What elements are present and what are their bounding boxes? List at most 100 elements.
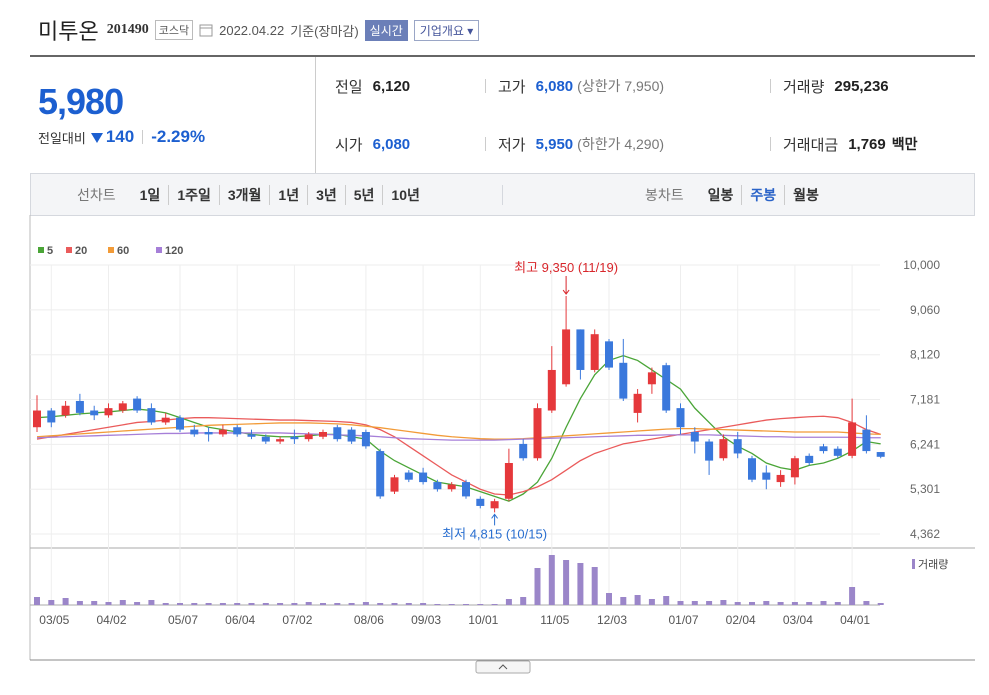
period-tab[interactable]: 10년 <box>382 184 427 205</box>
header: 미투온 201490 코스닥 2022.04.22 기준(장마감) 실시간 기업… <box>38 14 480 46</box>
down-arrow <box>90 132 103 143</box>
overview-button[interactable]: 기업개요 ▾ <box>413 19 480 41</box>
volume-bar <box>863 601 870 605</box>
candle-body <box>862 429 871 452</box>
volume-bar <box>606 593 612 605</box>
candle-body <box>404 472 413 480</box>
price-box: 5,980 전일대비 140 -2.29% <box>30 57 316 174</box>
stock-code: 201490 <box>106 22 149 37</box>
candle-body <box>605 341 613 368</box>
candle-body <box>790 458 799 478</box>
candle-body <box>490 501 499 509</box>
period-tab[interactable]: 3개월 <box>218 184 270 205</box>
candle-body <box>519 443 528 459</box>
tab-group-label: 봉차트 <box>645 186 684 203</box>
volume-bar <box>391 603 398 605</box>
candle-body <box>805 455 814 464</box>
volume-bar <box>191 603 198 605</box>
legend-swatch <box>156 247 162 253</box>
x-tick-label: 03/04 <box>783 613 813 627</box>
x-tick-label: 01/07 <box>668 613 698 627</box>
summary-value: 6,120 <box>372 77 411 95</box>
volume-bar <box>634 595 641 605</box>
legend-label: 20 <box>75 245 87 257</box>
volume-bar <box>76 601 83 605</box>
y-tick-label: 9,060 <box>910 303 940 317</box>
volume-bar <box>134 602 141 605</box>
volume-bar <box>663 596 670 605</box>
candle-body <box>304 434 313 440</box>
candle-body <box>576 329 585 370</box>
summary-cell: 저가 5,950 (하한가 4,290) <box>485 115 664 173</box>
volume-bar <box>362 602 369 605</box>
period-tab[interactable]: 1주일 <box>168 184 219 205</box>
volume-bar <box>420 603 427 605</box>
candle-body <box>619 362 628 399</box>
candle-body <box>533 408 542 459</box>
volume-bar <box>48 600 55 605</box>
candle-body <box>762 472 771 480</box>
volume-bar <box>148 600 155 605</box>
candle-body <box>504 463 513 499</box>
candle-body <box>147 408 156 423</box>
x-tick-label: 10/01 <box>468 613 498 627</box>
summary-label: 저가 <box>498 136 526 154</box>
y-tick-label: 5,301 <box>910 482 940 496</box>
separator <box>770 79 771 93</box>
volume-bar <box>648 599 655 605</box>
x-tick-label: 04/02 <box>96 613 126 627</box>
x-tick-label: 06/04 <box>225 613 255 627</box>
volume-bar <box>548 555 555 605</box>
candle-body <box>433 482 442 490</box>
candle-tab[interactable]: 주봉 <box>741 184 784 205</box>
volume-bar <box>520 597 527 605</box>
candle-body <box>204 431 213 435</box>
volume-bar <box>234 603 241 605</box>
y-tick-label: 6,241 <box>910 437 940 451</box>
volume-bar <box>320 603 326 605</box>
candle-body <box>75 400 84 413</box>
summary-cell: 전일 6,120 <box>335 57 410 115</box>
period-tab[interactable]: 1년 <box>269 184 307 205</box>
realtime-button[interactable]: 실시간 <box>364 19 408 41</box>
volume-bar <box>334 603 341 605</box>
date: 2022.04.22 <box>219 22 285 38</box>
candle-body <box>848 422 857 456</box>
summary-value: 295,236 <box>834 77 889 95</box>
period-tab[interactable]: 3년 <box>307 184 345 205</box>
change-label: 전일대비 <box>38 130 86 146</box>
candle-tabs: 봉차트 일봉 주봉 월봉 <box>503 184 827 205</box>
volume-bar <box>877 603 884 605</box>
volume-bar <box>219 603 226 605</box>
candle-body <box>562 329 571 385</box>
legend-label: 60 <box>117 245 129 257</box>
volume-bar <box>105 602 112 605</box>
x-tick-label: 05/07 <box>168 613 198 627</box>
separator <box>770 137 771 151</box>
candle-body <box>390 477 399 492</box>
volume-bar <box>248 603 255 605</box>
candle-body <box>819 446 828 452</box>
period-tab[interactable]: 1일 <box>139 186 161 203</box>
x-tick-label: 04/01 <box>840 613 870 627</box>
candle-tab[interactable]: 일봉 <box>707 186 734 203</box>
volume-bar <box>448 604 455 605</box>
volume-bar <box>734 602 741 605</box>
volume-bar <box>348 603 355 605</box>
candle-body <box>719 439 728 459</box>
x-tick-label: 02/04 <box>726 613 756 627</box>
collapse-button[interactable] <box>475 660 531 674</box>
period-tab[interactable]: 5년 <box>344 184 383 205</box>
summary-cell: 시가 6,080 <box>335 115 410 173</box>
summary-cell: 거래대금 1,769 백만 <box>770 115 918 173</box>
volume-bar <box>834 602 841 605</box>
candle-body <box>290 436 299 440</box>
period-tabs: 선차트 1일 1주일 3개월 1년 3년 5년 10년 봉차트 일봉 주봉 월봉 <box>30 173 975 216</box>
legend-swatch <box>108 247 114 253</box>
y-tick-label: 4,362 <box>910 527 940 541</box>
candle-body <box>876 452 885 457</box>
volume-bar <box>477 604 484 605</box>
candle-body <box>776 474 785 483</box>
candle-tab[interactable]: 월봉 <box>784 184 827 205</box>
